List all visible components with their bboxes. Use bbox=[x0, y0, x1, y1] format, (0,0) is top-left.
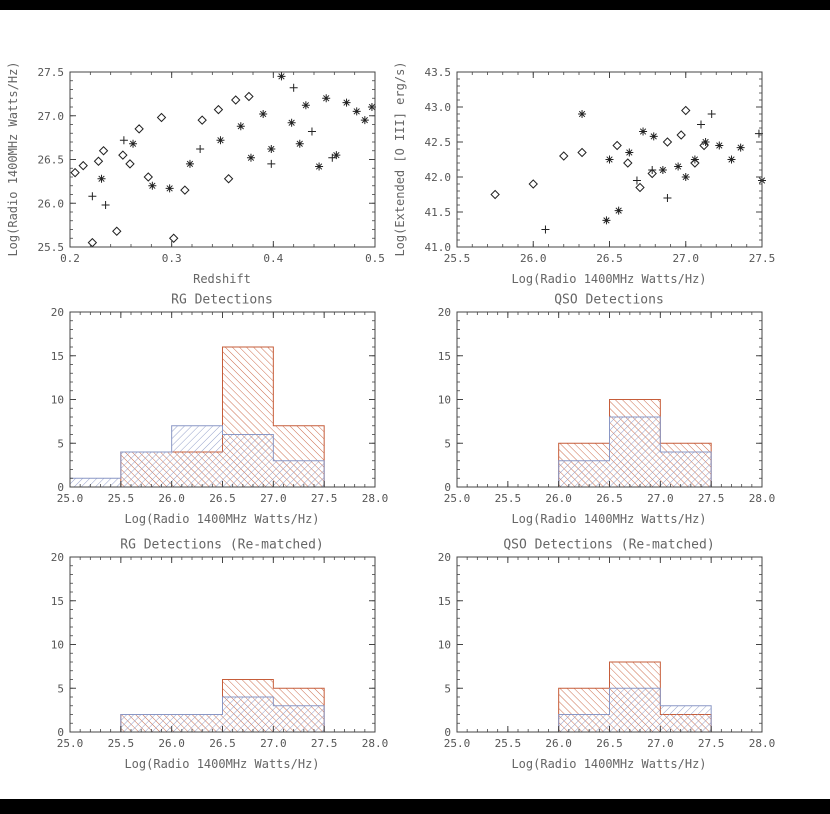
y-tick-label: 41.5 bbox=[425, 206, 452, 219]
x-tick-label: 26.0 bbox=[545, 737, 572, 750]
x-tick-label: 26.5 bbox=[209, 492, 236, 505]
y-tick-label: 26.5 bbox=[38, 154, 65, 167]
y-tick-label: 15 bbox=[438, 595, 451, 608]
panel-scatter-radio-oiii: 25.5 26.0 26.5 27.0 27.5 41.0 41.5 42.0 42.5 43.0… bbox=[387, 52, 777, 302]
x-tick-label: 27.0 bbox=[647, 737, 674, 750]
y-tick-label: 15 bbox=[51, 595, 64, 608]
y-axis-label: Log(Radio 1400MHz Watts/Hz) bbox=[6, 61, 20, 257]
x-tick-label: 26.5 bbox=[209, 737, 236, 750]
x-tick-label: 27.5 bbox=[698, 737, 725, 750]
x-axis-label: Redshift bbox=[193, 272, 251, 286]
x-tick-label: 28.0 bbox=[362, 737, 389, 750]
chart-canvas: 25.0 25.5 26.0 26.5 27.0 27.5 28.0 0 5 10 15 20 bbox=[51, 306, 389, 505]
chart-title: QSO Detections bbox=[554, 292, 664, 308]
chart-title: QSO Detections (Re-matched) bbox=[503, 537, 715, 553]
x-tick-label: 27.0 bbox=[673, 252, 700, 265]
y-tick-label: 43.0 bbox=[425, 101, 452, 114]
x-axis-label: Log(Radio 1400MHz Watts/Hz) bbox=[511, 272, 707, 286]
y-tick-label: 10 bbox=[51, 639, 64, 652]
y-tick-label: 5 bbox=[444, 437, 451, 450]
y-tick-label: 27.5 bbox=[38, 66, 65, 79]
chart-title: RG Detections bbox=[171, 292, 273, 308]
y-tick-label: 20 bbox=[438, 551, 451, 564]
y-tick-label: 10 bbox=[438, 394, 451, 407]
x-tick-label: 28.0 bbox=[749, 492, 776, 505]
x-tick-label: 26.5 bbox=[596, 252, 623, 265]
y-tick-label: 10 bbox=[51, 394, 64, 407]
x-tick-label: 26.0 bbox=[158, 737, 185, 750]
x-tick-label: 28.0 bbox=[362, 492, 389, 505]
x-tick-label: 27.5 bbox=[311, 492, 338, 505]
x-tick-label: 25.5 bbox=[444, 252, 471, 265]
y-tick-label: 0 bbox=[444, 726, 451, 739]
y-tick-label: 42.5 bbox=[425, 136, 452, 149]
bottom-black-bar bbox=[0, 799, 830, 814]
x-tick-label: 0.4 bbox=[263, 252, 283, 265]
x-tick-label: 26.0 bbox=[545, 492, 572, 505]
x-tick-label: 26.0 bbox=[158, 492, 185, 505]
x-tick-label: 26.0 bbox=[520, 252, 547, 265]
y-tick-label: 26.0 bbox=[38, 197, 65, 210]
y-tick-label: 20 bbox=[438, 306, 451, 319]
top-black-bar bbox=[0, 0, 830, 10]
x-tick-label: 25.0 bbox=[444, 737, 471, 750]
y-tick-label: 20 bbox=[51, 306, 64, 319]
panel-scatter-redshift-radio: 0.2 0.3 0.4 0.5 25.5 26.0 26.5 27.0 27.5 Log(Rad… bbox=[0, 52, 390, 302]
x-tick-label: 25.5 bbox=[108, 492, 135, 505]
y-tick-label: 15 bbox=[438, 350, 451, 363]
y-tick-label: 15 bbox=[51, 350, 64, 363]
x-tick-label: 26.5 bbox=[596, 492, 623, 505]
x-tick-label: 0.2 bbox=[60, 252, 80, 265]
x-tick-label: 25.0 bbox=[57, 737, 84, 750]
x-tick-label: 27.5 bbox=[311, 737, 338, 750]
y-tick-label: 41.0 bbox=[425, 241, 452, 254]
chart-title: RG Detections (Re-matched) bbox=[120, 537, 324, 553]
y-axis-label: Log(Extended [O III] erg/s) bbox=[393, 61, 407, 257]
chart-canvas: 25.0 25.5 26.0 26.5 27.0 27.5 28.0 0 5 10 15 20 bbox=[438, 306, 776, 505]
x-tick-label: 25.5 bbox=[108, 737, 135, 750]
chart-canvas: 0.2 0.3 0.4 0.5 25.5 26.0 26.5 27.0 27.5 bbox=[38, 66, 385, 265]
y-tick-label: 20 bbox=[51, 551, 64, 564]
y-tick-label: 42.0 bbox=[425, 171, 452, 184]
x-tick-label: 27.0 bbox=[647, 492, 674, 505]
y-tick-label: 27.0 bbox=[38, 110, 65, 123]
y-tick-label: 25.5 bbox=[38, 241, 65, 254]
panel-hist-rg-detections: 25.0 25.5 26.0 26.5 27.0 27.5 28.0 0 5 10 15 20 RG … bbox=[0, 292, 390, 542]
y-tick-label: 0 bbox=[57, 726, 64, 739]
x-tick-label: 25.0 bbox=[57, 492, 84, 505]
x-tick-label: 27.0 bbox=[260, 737, 287, 750]
y-tick-label: 0 bbox=[444, 481, 451, 494]
x-tick-label: 27.0 bbox=[260, 492, 287, 505]
x-tick-label: 25.5 bbox=[495, 737, 522, 750]
y-tick-label: 10 bbox=[438, 639, 451, 652]
x-tick-label: 25.0 bbox=[444, 492, 471, 505]
x-axis-label: Log(Radio 1400MHz Watts/Hz) bbox=[511, 512, 707, 526]
x-tick-label: 27.5 bbox=[698, 492, 725, 505]
x-tick-label: 25.5 bbox=[495, 492, 522, 505]
chart-canvas: 25.0 25.5 26.0 26.5 27.0 27.5 28.0 0 5 10 15 20 bbox=[51, 551, 389, 750]
x-axis-label: Log(Radio 1400MHz Watts/Hz) bbox=[124, 757, 320, 771]
y-tick-label: 5 bbox=[444, 682, 451, 695]
x-tick-label: 26.5 bbox=[596, 737, 623, 750]
x-axis-label: Log(Radio 1400MHz Watts/Hz) bbox=[124, 512, 320, 526]
y-tick-label: 5 bbox=[57, 437, 64, 450]
panel-hist-qso-detections: 25.0 25.5 26.0 26.5 27.0 27.5 28.0 0 5 10 15 20 QSO… bbox=[387, 292, 777, 542]
y-tick-label: 0 bbox=[57, 481, 64, 494]
x-tick-label: 27.5 bbox=[749, 252, 776, 265]
y-tick-label: 5 bbox=[57, 682, 64, 695]
y-tick-label: 43.5 bbox=[425, 66, 452, 79]
x-tick-label: 0.3 bbox=[162, 252, 182, 265]
x-tick-label: 28.0 bbox=[749, 737, 776, 750]
chart-canvas: 25.0 25.5 26.0 26.5 27.0 27.5 28.0 0 5 10 15 20 bbox=[438, 551, 776, 750]
panel-hist-rg-rematched: 25.0 25.5 26.0 26.5 27.0 27.5 28.0 0 5 10 15 20 RG … bbox=[0, 537, 390, 787]
chart-canvas: 25.5 26.0 26.5 27.0 27.5 41.0 41.5 42.0 42.5 43.0… bbox=[425, 66, 776, 265]
x-tick-label: 0.5 bbox=[365, 252, 385, 265]
x-axis-label: Log(Radio 1400MHz Watts/Hz) bbox=[511, 757, 707, 771]
panel-hist-qso-rematched: 25.0 25.5 26.0 26.5 27.0 27.5 28.0 0 5 10 15 20 QSO… bbox=[387, 537, 777, 787]
